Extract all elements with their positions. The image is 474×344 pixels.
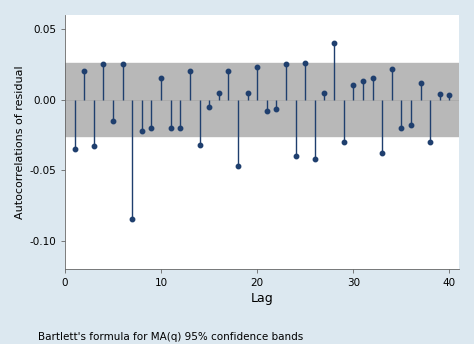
- X-axis label: Lag: Lag: [251, 292, 273, 305]
- Text: Bartlett's formula for MA(q) 95% confidence bands: Bartlett's formula for MA(q) 95% confide…: [38, 332, 303, 342]
- Y-axis label: Autocorrelations of residual: Autocorrelations of residual: [15, 65, 25, 219]
- Bar: [65, 63, 459, 136]
